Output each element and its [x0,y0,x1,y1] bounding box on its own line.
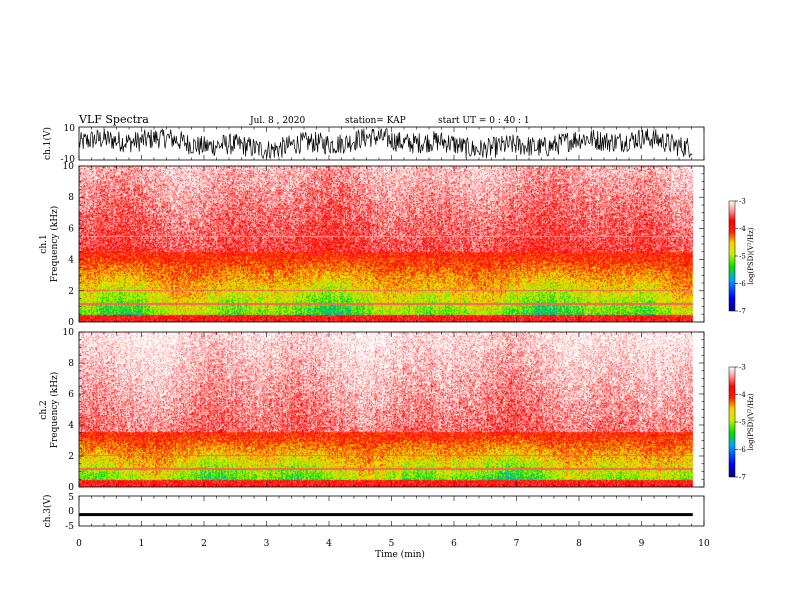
x-tick-label: 8 [576,539,582,549]
ch1-spectrogram-image [79,166,704,322]
freq-tick-label: 0 [68,483,74,493]
freq-tick-label: 4 [68,256,74,266]
ch2-spectrogram-image [79,332,704,487]
ch2-colorbar-label: log(PSD)(V²/Hz) [747,393,755,450]
colorbar-tick-label: -6 [739,280,746,288]
freq-tick-label: 2 [68,287,74,297]
colorbar-tick-label: -5 [739,419,746,427]
x-tick-label: 5 [389,539,395,549]
ch1-colorbar: -3 -4 -5 -6 -7 log(PSD)(V²/Hz) [728,198,755,316]
x-tick-label: 1 [139,539,145,549]
colorbar-tick-label: -3 [739,364,746,372]
freq-tick-label: 4 [68,421,74,431]
x-tick-label: 10 [698,539,710,549]
ch1-ytick-bottom: -10 [61,155,76,165]
freq-tick-label: 10 [63,328,75,338]
colorbar-tick-label: -3 [739,198,746,206]
x-tick-label: 3 [264,539,270,549]
x-tick-label: 0 [76,539,82,549]
ch1-spectrogram-panel: 0 2 4 6 8 10 ch.1 Frequency (kHz) [39,162,705,328]
freq-tick-label: 6 [68,390,74,400]
ch3-ytick-top: 5 [68,493,74,503]
station-label: station= KAP [345,116,406,126]
ch3-waveform-band [79,513,693,517]
ch2-colorbar-ticks: -3 -4 -5 -6 -7 [735,364,746,482]
colorbar-tick-label: -6 [739,446,746,454]
ch1-ylabel: ch.1(V) [42,127,53,160]
ch3-ytick-bottom: -5 [65,522,74,532]
freq-tick-label: 2 [68,452,74,462]
x-tick-label: 7 [514,539,520,549]
ch2-spectrogram-panel: 0 2 4 6 8 10 ch.2 Frequency (kHz) [39,328,705,493]
time-axis-labels: 0 1 2 3 4 5 6 7 8 9 10 [76,539,710,549]
colorbar-tick-label: -5 [739,253,746,261]
ch2-freq-ticks: 0 2 4 6 8 10 [63,328,704,493]
ch1-waveform-line [78,128,693,160]
colorbar-tick-label: -4 [739,225,746,233]
date-label: Jul. 8 , 2020 [249,116,305,126]
freq-tick-label: 8 [68,359,74,369]
x-tick-label: 9 [639,539,645,549]
time-axis-title: Time (min) [375,549,425,560]
x-tick-label: 6 [451,539,457,549]
colorbar-tick-label: -7 [739,308,746,316]
ch2-spec-label-channel: ch.2 [39,400,49,419]
figure-title: VLF Spectra [78,113,149,126]
x-tick-label: 2 [201,539,207,549]
colorbar-tick-label: -7 [739,474,746,482]
ch3-ylabel: ch.3(V) [42,495,53,528]
ch1-spec-ylabel: Frequency (kHz) [49,206,60,283]
ch1-freq-ticks: 0 2 4 6 8 10 [63,162,704,328]
ch2-spec-ylabel: Frequency (kHz) [49,372,60,449]
freq-tick-label: 0 [68,318,74,328]
ch1-ytick-top: 10 [64,124,76,134]
freq-tick-label: 8 [68,193,74,203]
time-axis-ticks [78,127,705,526]
freq-tick-label: 6 [68,224,74,234]
ch1-colorbar-ticks: -3 -4 -5 -6 -7 [735,198,746,316]
ch3-ytick-mid: 0 [68,507,74,517]
colorbar-tick-label: -4 [739,391,746,399]
x-tick-label: 4 [326,539,332,549]
start-time-label: start UT = 0 : 40 : 1 [438,116,530,126]
ch1-colorbar-label: log(PSD)(V²/Hz) [747,227,755,284]
ch2-colorbar: -3 -4 -5 -6 -7 log(PSD)(V²/Hz) [728,364,755,482]
ch1-spec-label-channel: ch.1 [39,234,49,253]
freq-tick-label: 10 [63,162,75,172]
